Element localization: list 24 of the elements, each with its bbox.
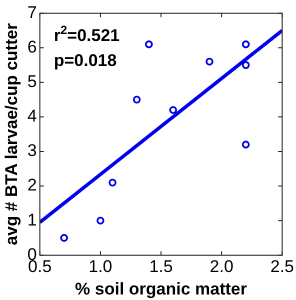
- point: [242, 61, 250, 69]
- x-axis-title: % soil organic matter: [75, 279, 248, 298]
- y-tick-label: 1: [27, 210, 37, 230]
- point: [145, 40, 153, 48]
- point: [60, 234, 68, 242]
- point: [206, 58, 214, 66]
- point: [242, 140, 250, 148]
- y-tick-label: 3: [27, 141, 37, 160]
- x-tick-label: 2.5: [270, 257, 294, 276]
- y-tick-label: 6: [27, 37, 37, 56]
- x-tick-label: 2.0: [210, 257, 234, 276]
- point: [132, 96, 141, 104]
- point: [242, 40, 250, 48]
- point: [169, 106, 178, 114]
- y-tick-label: 7: [27, 2, 37, 22]
- y-tick-label: 5: [27, 72, 37, 92]
- y-tick-label: 4: [27, 106, 37, 126]
- annotation: p=0.018: [54, 51, 117, 70]
- y-tick-label: 2: [27, 176, 37, 195]
- point: [96, 216, 104, 225]
- x-tick-label: 1.0: [88, 257, 112, 276]
- y-axis-title: avg # BTA larvae/cup cutter: [2, 22, 21, 246]
- x-tick-label: 1.5: [149, 257, 173, 276]
- point: [108, 178, 116, 186]
